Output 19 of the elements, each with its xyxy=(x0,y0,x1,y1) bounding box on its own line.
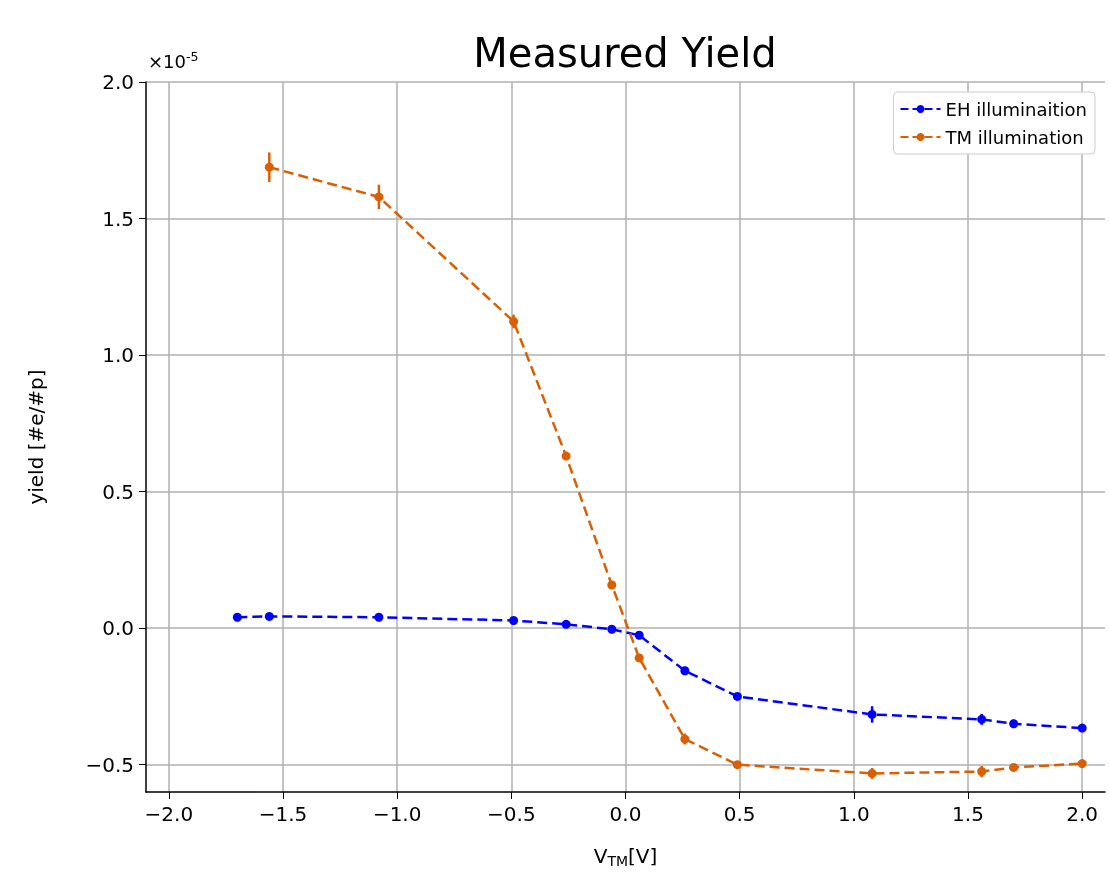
y-axis-title: yield [#e/#p] xyxy=(24,369,48,505)
x-tick-label: 2.0 xyxy=(1066,802,1099,826)
y-tick-label: −0.5 xyxy=(85,752,134,777)
legend-label: TM illumination xyxy=(944,126,1084,148)
x-tick-label: 1.5 xyxy=(952,802,984,826)
x-tick-label: −2.0 xyxy=(144,802,194,826)
y-tick-label: 0.0 xyxy=(102,616,134,641)
x-tick-label: 1.0 xyxy=(837,802,870,826)
y-tick-label: 0.5 xyxy=(102,479,134,504)
y-tick-label: 1.0 xyxy=(102,343,134,368)
y-tick-label: 1.5 xyxy=(102,206,134,231)
x-tick-label: −0.5 xyxy=(487,802,536,826)
x-tick-label: −1.0 xyxy=(372,802,422,826)
x-tick-label: 0.5 xyxy=(723,802,756,826)
y-tick-label: 2.0 xyxy=(102,70,134,94)
x-tick-label: 0.0 xyxy=(609,802,642,826)
chart-title: Measured Yield xyxy=(473,30,777,76)
legend-label: EH illuminaition xyxy=(945,98,1087,120)
x-tick-label: −1.5 xyxy=(258,802,308,826)
